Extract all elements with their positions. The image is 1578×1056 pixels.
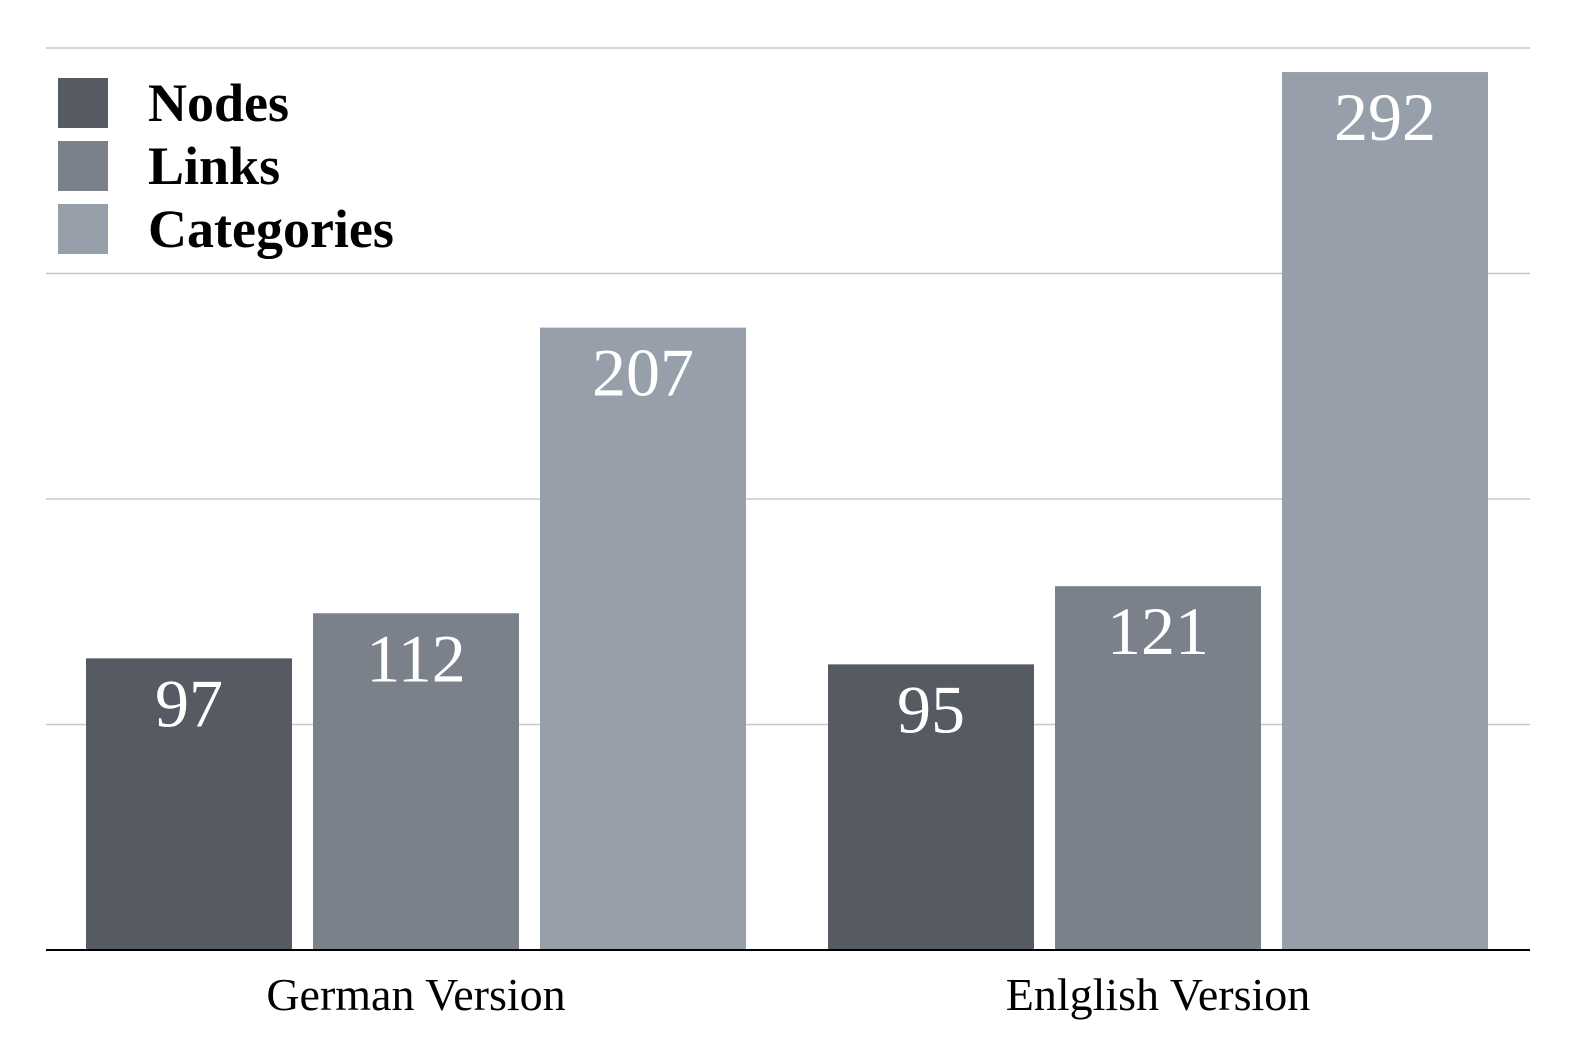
bars — [86, 72, 1488, 950]
bar-value-label: 95 — [897, 671, 965, 747]
legend-label-links: Links — [148, 136, 280, 196]
bar-value-label: 207 — [592, 335, 694, 411]
legend-swatch-nodes — [58, 78, 108, 128]
legend-label-nodes: Nodes — [148, 73, 289, 133]
bar-links — [1055, 586, 1261, 950]
x-tick-label: German Version — [266, 969, 565, 1020]
bar-categories — [540, 327, 746, 950]
legend-swatch-links — [58, 141, 108, 191]
bar-value-label: 121 — [1107, 593, 1209, 669]
x-tick-label: Enlglish Version — [1006, 969, 1311, 1020]
bar-nodes — [86, 658, 292, 950]
legend-swatch-categories — [58, 204, 108, 254]
category-labels: German Version Enlglish Version — [266, 969, 1310, 1020]
bar-value-label: 292 — [1334, 79, 1436, 155]
bar-value-label: 97 — [155, 665, 223, 741]
value-labels: 97 112 207 95 121 292 — [155, 79, 1436, 747]
bar-value-label: 112 — [366, 620, 465, 696]
bar-categories — [1282, 72, 1488, 950]
bar-links — [313, 613, 519, 950]
bar-nodes — [828, 664, 1034, 950]
legend-label-categories: Categories — [148, 199, 394, 259]
